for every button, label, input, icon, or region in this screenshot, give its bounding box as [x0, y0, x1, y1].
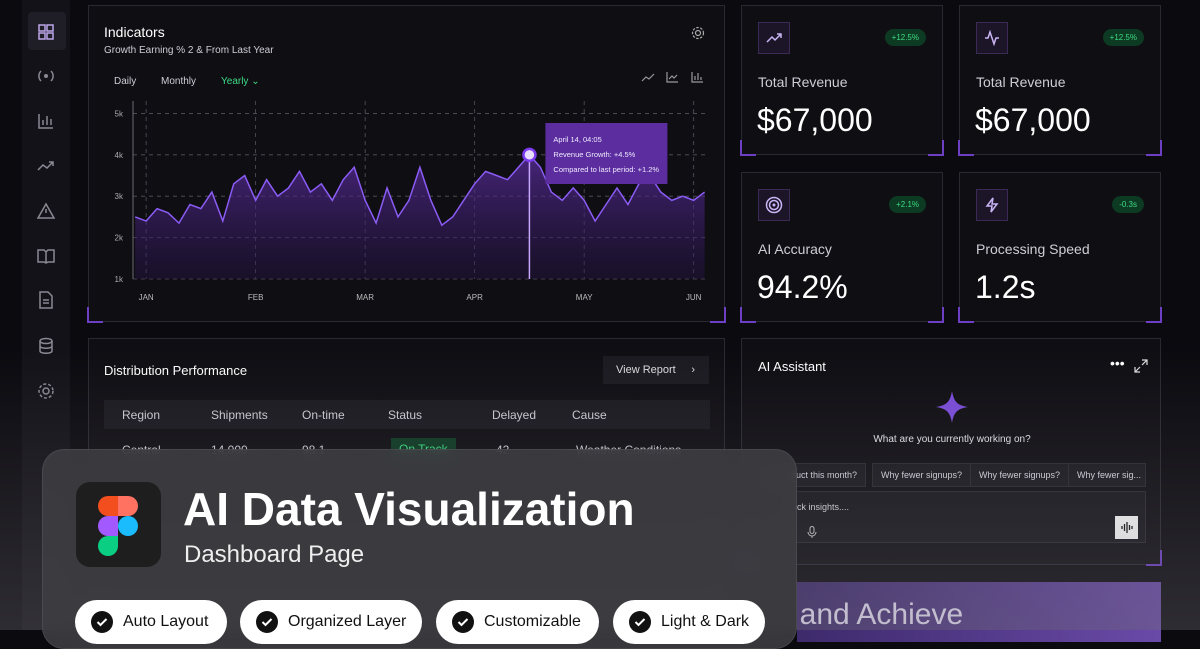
tooltip-text: Revenue Growth: +4.5%: [553, 150, 635, 159]
card-title: Distribution Performance: [104, 363, 248, 378]
input-text: ick insights....: [795, 502, 850, 512]
more-button[interactable]: •••: [1110, 355, 1125, 371]
x-tick-label: JAN: [139, 293, 154, 302]
banner: t and Achieve: [797, 582, 1161, 642]
overlay-title: AI Data Visualization: [183, 483, 635, 535]
card-title: AI Assistant: [758, 359, 826, 374]
assistant-card: AI Assistant ••• What are you currently …: [740, 338, 1162, 566]
card-icon: [976, 189, 1008, 221]
x-tick-label: MAR: [356, 293, 374, 302]
column-header: On-time: [302, 408, 345, 422]
card-value: $67,000: [975, 102, 1091, 138]
column-header: Delayed: [492, 408, 537, 422]
button-label: View Report: [616, 364, 676, 376]
nav-icon[interactable]: [36, 66, 56, 86]
nav-icon[interactable]: [36, 290, 56, 310]
feature-pill: Light & Dark: [613, 600, 765, 644]
feature-label: Organized Layer: [288, 613, 407, 630]
card-title: Indicators: [104, 24, 165, 40]
x-tick-label: FEB: [248, 293, 264, 302]
card-value: 1.2s: [975, 269, 1036, 305]
nav-icon[interactable]: [36, 201, 56, 221]
y-tick-label: 5k: [115, 109, 124, 118]
card-label: Total Revenue: [758, 74, 848, 90]
feature-pill: Organized Layer: [240, 600, 422, 644]
tab[interactable]: Monthly: [161, 76, 197, 87]
tooltip: April 14, 04:05 Revenue Growth: +4.5% Comp…: [545, 123, 668, 184]
card-value: $67,000: [757, 102, 873, 138]
card-icon: [758, 22, 790, 54]
table-header: [104, 400, 710, 429]
stat-card: +12.5% Total Revenue $67,000: [958, 5, 1162, 156]
line: [134, 153, 706, 227]
nav-icon[interactable]: [36, 246, 56, 266]
area-fill: [135, 154, 705, 279]
stat-card: +12.5% Total Revenue $67,000: [740, 5, 944, 156]
nav-icon[interactable]: [36, 156, 56, 176]
card-label: Processing Speed: [976, 241, 1090, 257]
badge: +12.5%: [884, 29, 926, 46]
y-tick-label: 2k: [115, 234, 124, 243]
chart-type-icons[interactable]: [641, 70, 711, 84]
nav-icon[interactable]: [36, 336, 56, 356]
column-header: Region: [122, 408, 161, 422]
nav-icon[interactable]: [36, 111, 56, 131]
badge: -0.3s: [1112, 196, 1144, 213]
card-value: 94.2%: [757, 269, 848, 305]
feature-pill: Customizable: [436, 600, 599, 644]
badge: +12.5%: [1102, 29, 1144, 46]
feature-label: Light & Dark: [661, 613, 750, 630]
y-tick-label: 3k: [115, 192, 124, 201]
tooltip-text: April 14, 04:05: [553, 135, 601, 144]
chat-input[interactable]: ick insights....: [788, 491, 1146, 543]
feature-label: Customizable: [484, 613, 581, 630]
nav-icon[interactable]: [36, 381, 56, 401]
settings-icon[interactable]: [691, 26, 705, 40]
card-label: Total Revenue: [976, 74, 1066, 90]
column-header: Shipments: [211, 408, 268, 422]
card-icon: [758, 189, 790, 221]
y-tick-label: 4k: [115, 151, 124, 160]
feature-pill: Auto Layout: [75, 600, 227, 644]
suggestion-chip[interactable]: Why fewer signups?: [970, 463, 1070, 487]
tooltip-text: Compared to last period: +1.2%: [553, 165, 659, 174]
suggestion-chip[interactable]: Why fewer signups?: [872, 463, 972, 487]
stat-card: +2.1% AI Accuracy 94.2%: [740, 172, 944, 323]
x-tick-label: APR: [466, 293, 483, 302]
highlight-point: [522, 147, 537, 163]
tab[interactable]: Yearly ⌄: [221, 76, 260, 87]
stat-card: -0.3s Processing Speed 1.2s: [958, 172, 1162, 323]
feature-label: Auto Layout: [123, 613, 209, 630]
overlay-subtitle: Dashboard Page: [184, 541, 365, 568]
y-tick-label: 1k: [115, 275, 124, 284]
nav-icon[interactable]: [36, 22, 56, 42]
column-header: Status: [388, 408, 423, 422]
column-header: Cause: [572, 408, 607, 422]
sparkle-icon: [936, 391, 968, 423]
banner-text: t and Achieve: [797, 598, 964, 631]
expand-icon[interactable]: [1134, 359, 1148, 373]
area-chart: 1k 2k 3k 4k 5k JAN FEB MAR APR MAY JUN April 14, 04…: [115, 101, 709, 302]
card-label: AI Accuracy: [758, 241, 832, 257]
tab[interactable]: Daily: [114, 76, 137, 87]
suggestion-chip[interactable]: Why fewer sig...: [1068, 463, 1146, 487]
badge: +2.1%: [889, 196, 926, 213]
tooltip-box: [545, 123, 668, 184]
voice-button[interactable]: [1115, 516, 1138, 539]
indicators-card: Indicators Growth Earning % 2 & From Las…: [87, 5, 726, 323]
x-tick-label: JUN: [686, 293, 702, 302]
card-subtitle: Growth Earning % 2 & From Last Year: [104, 45, 274, 56]
card-icon: [976, 22, 1008, 54]
figma-logo: [76, 482, 161, 567]
view-report-button[interactable]: View Report ›: [603, 356, 709, 384]
assistant-prompt: What are you currently working on?: [873, 434, 1031, 445]
mic-icon[interactable]: [807, 526, 817, 538]
x-tick-label: MAY: [576, 293, 593, 302]
